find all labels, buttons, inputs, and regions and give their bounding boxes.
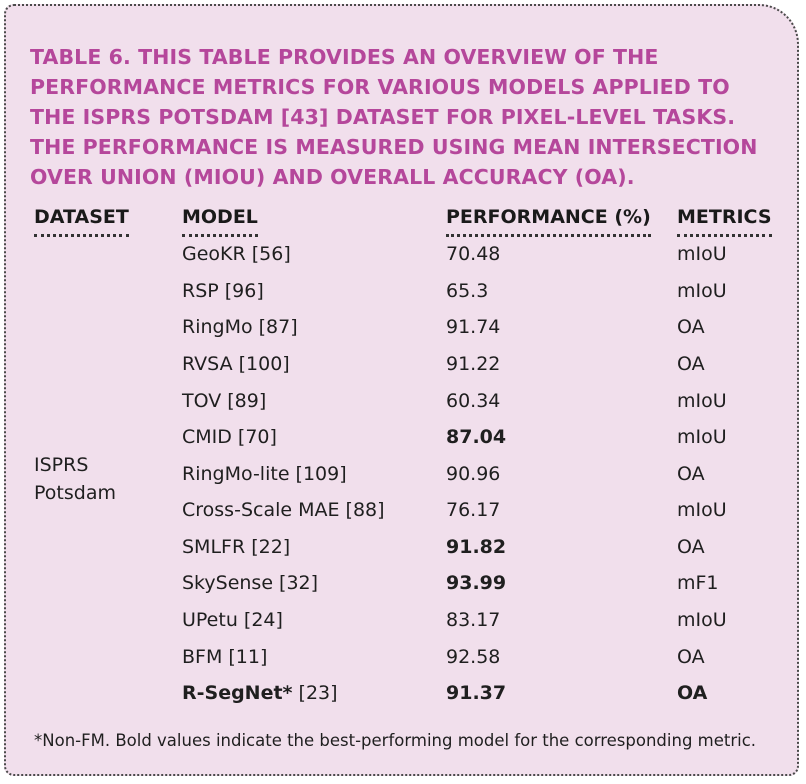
metric-cell: mF1	[677, 572, 719, 594]
metric-cell: mIoU	[677, 499, 727, 521]
model-cell: CMID [70]	[182, 426, 277, 448]
performance-cell: 90.96	[446, 463, 501, 485]
metric-cell: mIoU	[677, 609, 727, 631]
metric-cell: OA	[677, 353, 705, 375]
header-metrics: METRICS	[677, 206, 772, 237]
model-name-bold: R-SegNet*	[182, 682, 293, 704]
model-cell: R-SegNet* [23]	[182, 682, 338, 704]
metric-cell: mIoU	[677, 243, 727, 265]
header-model: MODEL	[182, 206, 258, 237]
metric-cell: mIoU	[677, 280, 727, 302]
model-cell: GeoKR [56]	[182, 243, 291, 265]
model-cell: RingMo-lite [109]	[182, 463, 347, 485]
metric-cell: OA	[677, 536, 705, 558]
model-cell: Cross-Scale MAE [88]	[182, 499, 385, 521]
model-cell: TOV [89]	[182, 390, 267, 412]
header-dataset: DATASET	[34, 206, 129, 237]
metric-cell: OA	[677, 463, 705, 485]
performance-cell: 91.22	[446, 353, 501, 375]
performance-cell: 83.17	[446, 609, 501, 631]
performance-cell: 70.48	[446, 243, 501, 265]
performance-cell: 60.34	[446, 390, 501, 412]
model-cell: SMLFR [22]	[182, 536, 291, 558]
performance-cell-best: 93.99	[446, 572, 507, 594]
table-caption: TABLE 6. THIS TABLE PROVIDES AN OVERVIEW…	[30, 45, 758, 189]
performance-cell: 65.3	[446, 280, 489, 302]
table-panel	[4, 4, 799, 776]
metric-cell: OA	[677, 646, 705, 668]
performance-cell: 76.17	[446, 499, 501, 521]
performance-cell: 91.74	[446, 316, 501, 338]
model-cell: UPetu [24]	[182, 609, 283, 631]
metric-cell: OA	[677, 682, 708, 704]
model-cell: SkySense [32]	[182, 572, 319, 594]
performance-cell-best: 91.37	[446, 682, 507, 704]
model-reference: [23]	[292, 682, 338, 704]
metric-cell: OA	[677, 316, 705, 338]
dataset-cell: ISPRS Potsdam	[34, 454, 116, 504]
model-cell: RSP [96]	[182, 280, 264, 302]
performance-cell-best: 91.82	[446, 536, 507, 558]
model-cell: RVSA [100]	[182, 353, 290, 375]
performance-cell: 92.58	[446, 646, 501, 668]
model-cell: BFM [11]	[182, 646, 268, 668]
table-footnote: *Non-FM. Bold values indicate the best-p…	[34, 731, 757, 750]
model-cell: RingMo [87]	[182, 316, 298, 338]
header-performance: PERFORMANCE (%)	[446, 206, 651, 237]
metric-cell: mIoU	[677, 390, 727, 412]
performance-cell-best: 87.04	[446, 426, 507, 448]
metric-cell: mIoU	[677, 426, 727, 448]
